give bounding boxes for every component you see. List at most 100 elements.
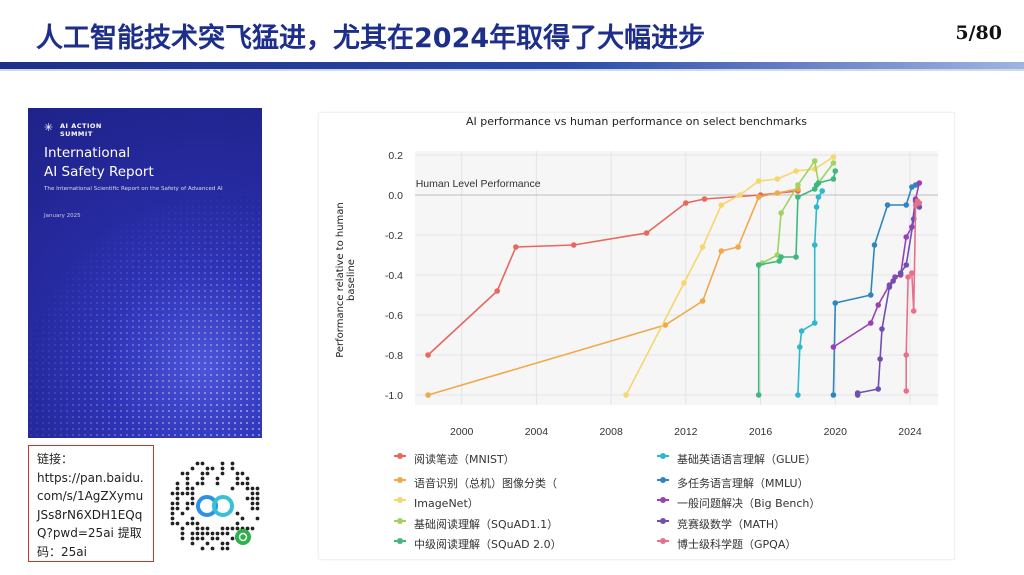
qr-module	[250, 486, 255, 491]
x-tick-label: 2020	[824, 426, 848, 438]
qr-module	[235, 481, 240, 486]
qr-module	[185, 506, 190, 511]
qr-module	[210, 531, 215, 536]
qr-module	[190, 486, 195, 491]
qr-module	[170, 516, 175, 521]
data-point	[795, 392, 801, 398]
x-tick-label: 2008	[599, 426, 623, 438]
qr-module	[205, 471, 210, 476]
legend-swatch	[394, 497, 406, 503]
qr-module	[220, 461, 225, 466]
x-tick-label: 2000	[450, 426, 474, 438]
y-tick-label: -0.4	[385, 270, 403, 282]
data-point	[755, 178, 762, 184]
cover-dot-pattern	[28, 108, 262, 438]
data-point	[718, 202, 725, 208]
qr-module	[205, 531, 210, 536]
data-point	[570, 242, 577, 248]
legend-label: 基础英语语言理解（GLUE）	[677, 453, 817, 466]
qr-module	[235, 526, 240, 531]
qr-module	[210, 466, 215, 471]
qr-code[interactable]	[165, 455, 265, 557]
legend-swatch	[394, 538, 406, 544]
data-point	[832, 168, 839, 174]
legend-label: 多任务语言理解（MMLU）	[677, 477, 809, 490]
y-tick-label: -1.0	[385, 390, 403, 402]
qr-module	[230, 536, 235, 541]
qr-module	[195, 531, 200, 536]
qr-module	[190, 496, 195, 501]
qr-module	[175, 501, 180, 506]
data-point	[811, 158, 818, 164]
data-point	[699, 244, 706, 250]
qr-module	[175, 486, 180, 491]
qr-module	[175, 506, 180, 511]
legend-item: 多任务语言理解（MMLU）	[657, 475, 809, 491]
qr-module	[175, 491, 180, 496]
qr-module	[175, 521, 180, 526]
data-point	[867, 320, 874, 326]
legend-label: 语音识别（总机）图像分类（	[414, 477, 557, 490]
qr-module	[180, 471, 185, 476]
cover-date: January 2025	[44, 213, 81, 219]
qr-module	[235, 476, 240, 481]
qr-module	[220, 466, 225, 471]
chart-legend: 阅读笔迹（MNIST） 语音识别（总机）图像分类（ ImageNet） 基础阅读理解（…	[319, 113, 956, 561]
x-tick-label: 2004	[525, 426, 549, 438]
data-point	[854, 390, 861, 396]
legend-label: ImageNet）	[414, 497, 479, 510]
slide-title: 人工智能技术突飞猛进，尤其在2024年取得了大幅进步	[36, 23, 706, 54]
legend-item: 阅读笔迹（MNIST）	[394, 451, 515, 467]
header-divider	[0, 62, 1024, 69]
qr-module	[250, 506, 255, 511]
qr-module	[205, 526, 210, 531]
qr-module	[235, 471, 240, 476]
data-point	[513, 244, 519, 250]
qr-module	[185, 521, 190, 526]
qr-module	[245, 526, 250, 531]
qr-module	[255, 496, 260, 501]
data-point	[871, 242, 878, 248]
data-point	[875, 386, 882, 392]
qr-module	[195, 521, 200, 526]
qr-module	[175, 481, 180, 486]
x-tick-label: 2016	[749, 426, 773, 438]
legend-swatch	[394, 518, 406, 524]
qr-module	[250, 491, 255, 496]
data-point	[867, 292, 874, 298]
qr-module	[240, 471, 245, 476]
qr-module	[225, 541, 230, 546]
qr-module	[170, 501, 175, 506]
data-point	[793, 168, 799, 174]
data-point	[623, 392, 629, 398]
qr-module	[255, 491, 260, 496]
qr-module	[190, 531, 195, 536]
chart-plot: 0.2 0.0 -0.2 -0.4 -0.6 -0.8 -1.0 2000 2004 2008 20…	[385, 150, 938, 438]
qr-module	[235, 511, 240, 516]
qr-module	[255, 501, 260, 506]
y-tick-label: -0.6	[385, 310, 403, 322]
data-point	[425, 352, 431, 358]
data-point	[425, 392, 431, 398]
qr-module	[240, 481, 245, 486]
qr-module	[200, 536, 205, 541]
qr-module	[225, 546, 230, 551]
data-point	[494, 288, 500, 294]
data-point	[877, 356, 883, 362]
data-point	[830, 160, 837, 166]
series-line	[832, 184, 916, 396]
qr-module	[200, 526, 205, 531]
data-point	[879, 326, 885, 332]
data-point	[796, 344, 803, 350]
legend-item: 中级阅读理解（SQuAD 2.0）	[394, 536, 562, 552]
qr-module	[175, 496, 180, 501]
qr-module	[230, 486, 235, 491]
qr-module	[170, 506, 175, 511]
wechat-mini-program-icon	[235, 529, 251, 545]
qr-module	[255, 486, 260, 491]
data-point	[832, 300, 839, 306]
legend-label: 一般问题解决（Big Bench）	[677, 497, 821, 510]
data-point	[890, 278, 896, 284]
data-point	[815, 194, 822, 200]
qr-module	[180, 531, 185, 536]
